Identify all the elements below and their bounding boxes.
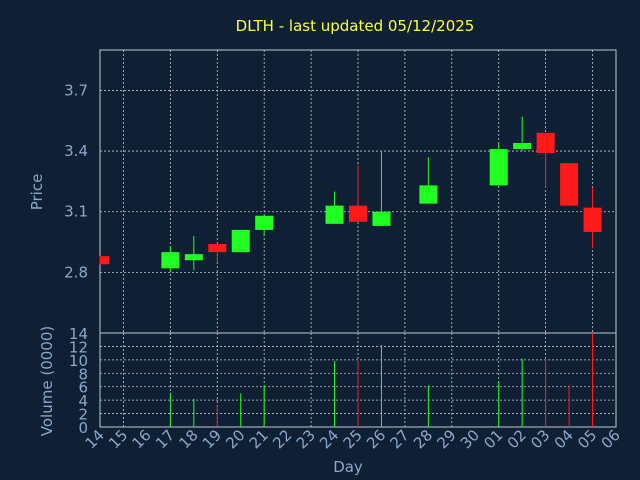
x-tick-label: 27	[387, 426, 413, 452]
chart-title: DLTH - last updated 05/12/2025	[236, 17, 475, 35]
x-tick-label: 30	[457, 426, 483, 452]
candle-body	[372, 211, 391, 226]
x-tick-label: 04	[551, 426, 577, 452]
x-tick-label: 06	[598, 426, 624, 452]
volume-tick-label: 0	[78, 419, 88, 437]
volume-tick-label: 8	[78, 365, 88, 383]
candle-body	[536, 132, 555, 154]
price-tick-label: 3.7	[64, 81, 88, 99]
x-tick-label: 20	[222, 426, 248, 452]
candle-body	[560, 163, 579, 206]
candle-body	[325, 205, 344, 224]
price-axis-label: Price	[28, 174, 46, 211]
x-tick-label: 03	[527, 426, 553, 452]
x-tick-label: 02	[504, 426, 530, 452]
candle-body	[513, 142, 532, 150]
price-tick-label: 2.8	[64, 263, 88, 281]
x-tick-label: 16	[129, 426, 155, 452]
x-tick-label: 15	[105, 426, 131, 452]
candle-body	[349, 205, 367, 222]
candle-body	[489, 149, 508, 186]
volume-tick-label: 4	[78, 392, 88, 410]
volume-tick-label: 2	[78, 406, 88, 424]
candle-body	[255, 215, 274, 230]
x-tick-label: 25	[340, 426, 366, 452]
x-tick-label: 21	[246, 426, 272, 452]
volume-tick-label: 14	[69, 325, 88, 343]
x-tick-label: 23	[293, 426, 319, 452]
x-tick-label: 24	[316, 426, 342, 452]
x-tick-label: 05	[574, 426, 600, 452]
x-tick-label: 18	[175, 426, 201, 452]
x-tick-label: 17	[152, 426, 178, 452]
x-tick-label: 19	[199, 426, 225, 452]
candle-body	[161, 252, 180, 269]
volume-tick-label: 12	[69, 338, 88, 356]
candle-body	[419, 185, 438, 204]
volume-axis-label: Volume (0000)	[38, 326, 56, 436]
candle-body	[100, 256, 109, 265]
x-tick-label: 29	[433, 426, 459, 452]
x-tick-label: 22	[269, 426, 295, 452]
volume-tick-label: 6	[78, 379, 88, 397]
x-tick-label: 28	[410, 426, 436, 452]
candle-body	[184, 254, 203, 261]
price-tick-label: 3.4	[64, 142, 88, 160]
x-tick-label: 01	[480, 426, 506, 452]
candle-body	[231, 229, 250, 253]
price-tick-label: 3.1	[64, 203, 88, 221]
volume-tick-label: 10	[69, 352, 88, 370]
x-axis-label: Day	[333, 458, 363, 476]
candle-body	[583, 207, 602, 232]
x-tick-label: 26	[363, 426, 389, 452]
candle-body	[208, 244, 227, 253]
